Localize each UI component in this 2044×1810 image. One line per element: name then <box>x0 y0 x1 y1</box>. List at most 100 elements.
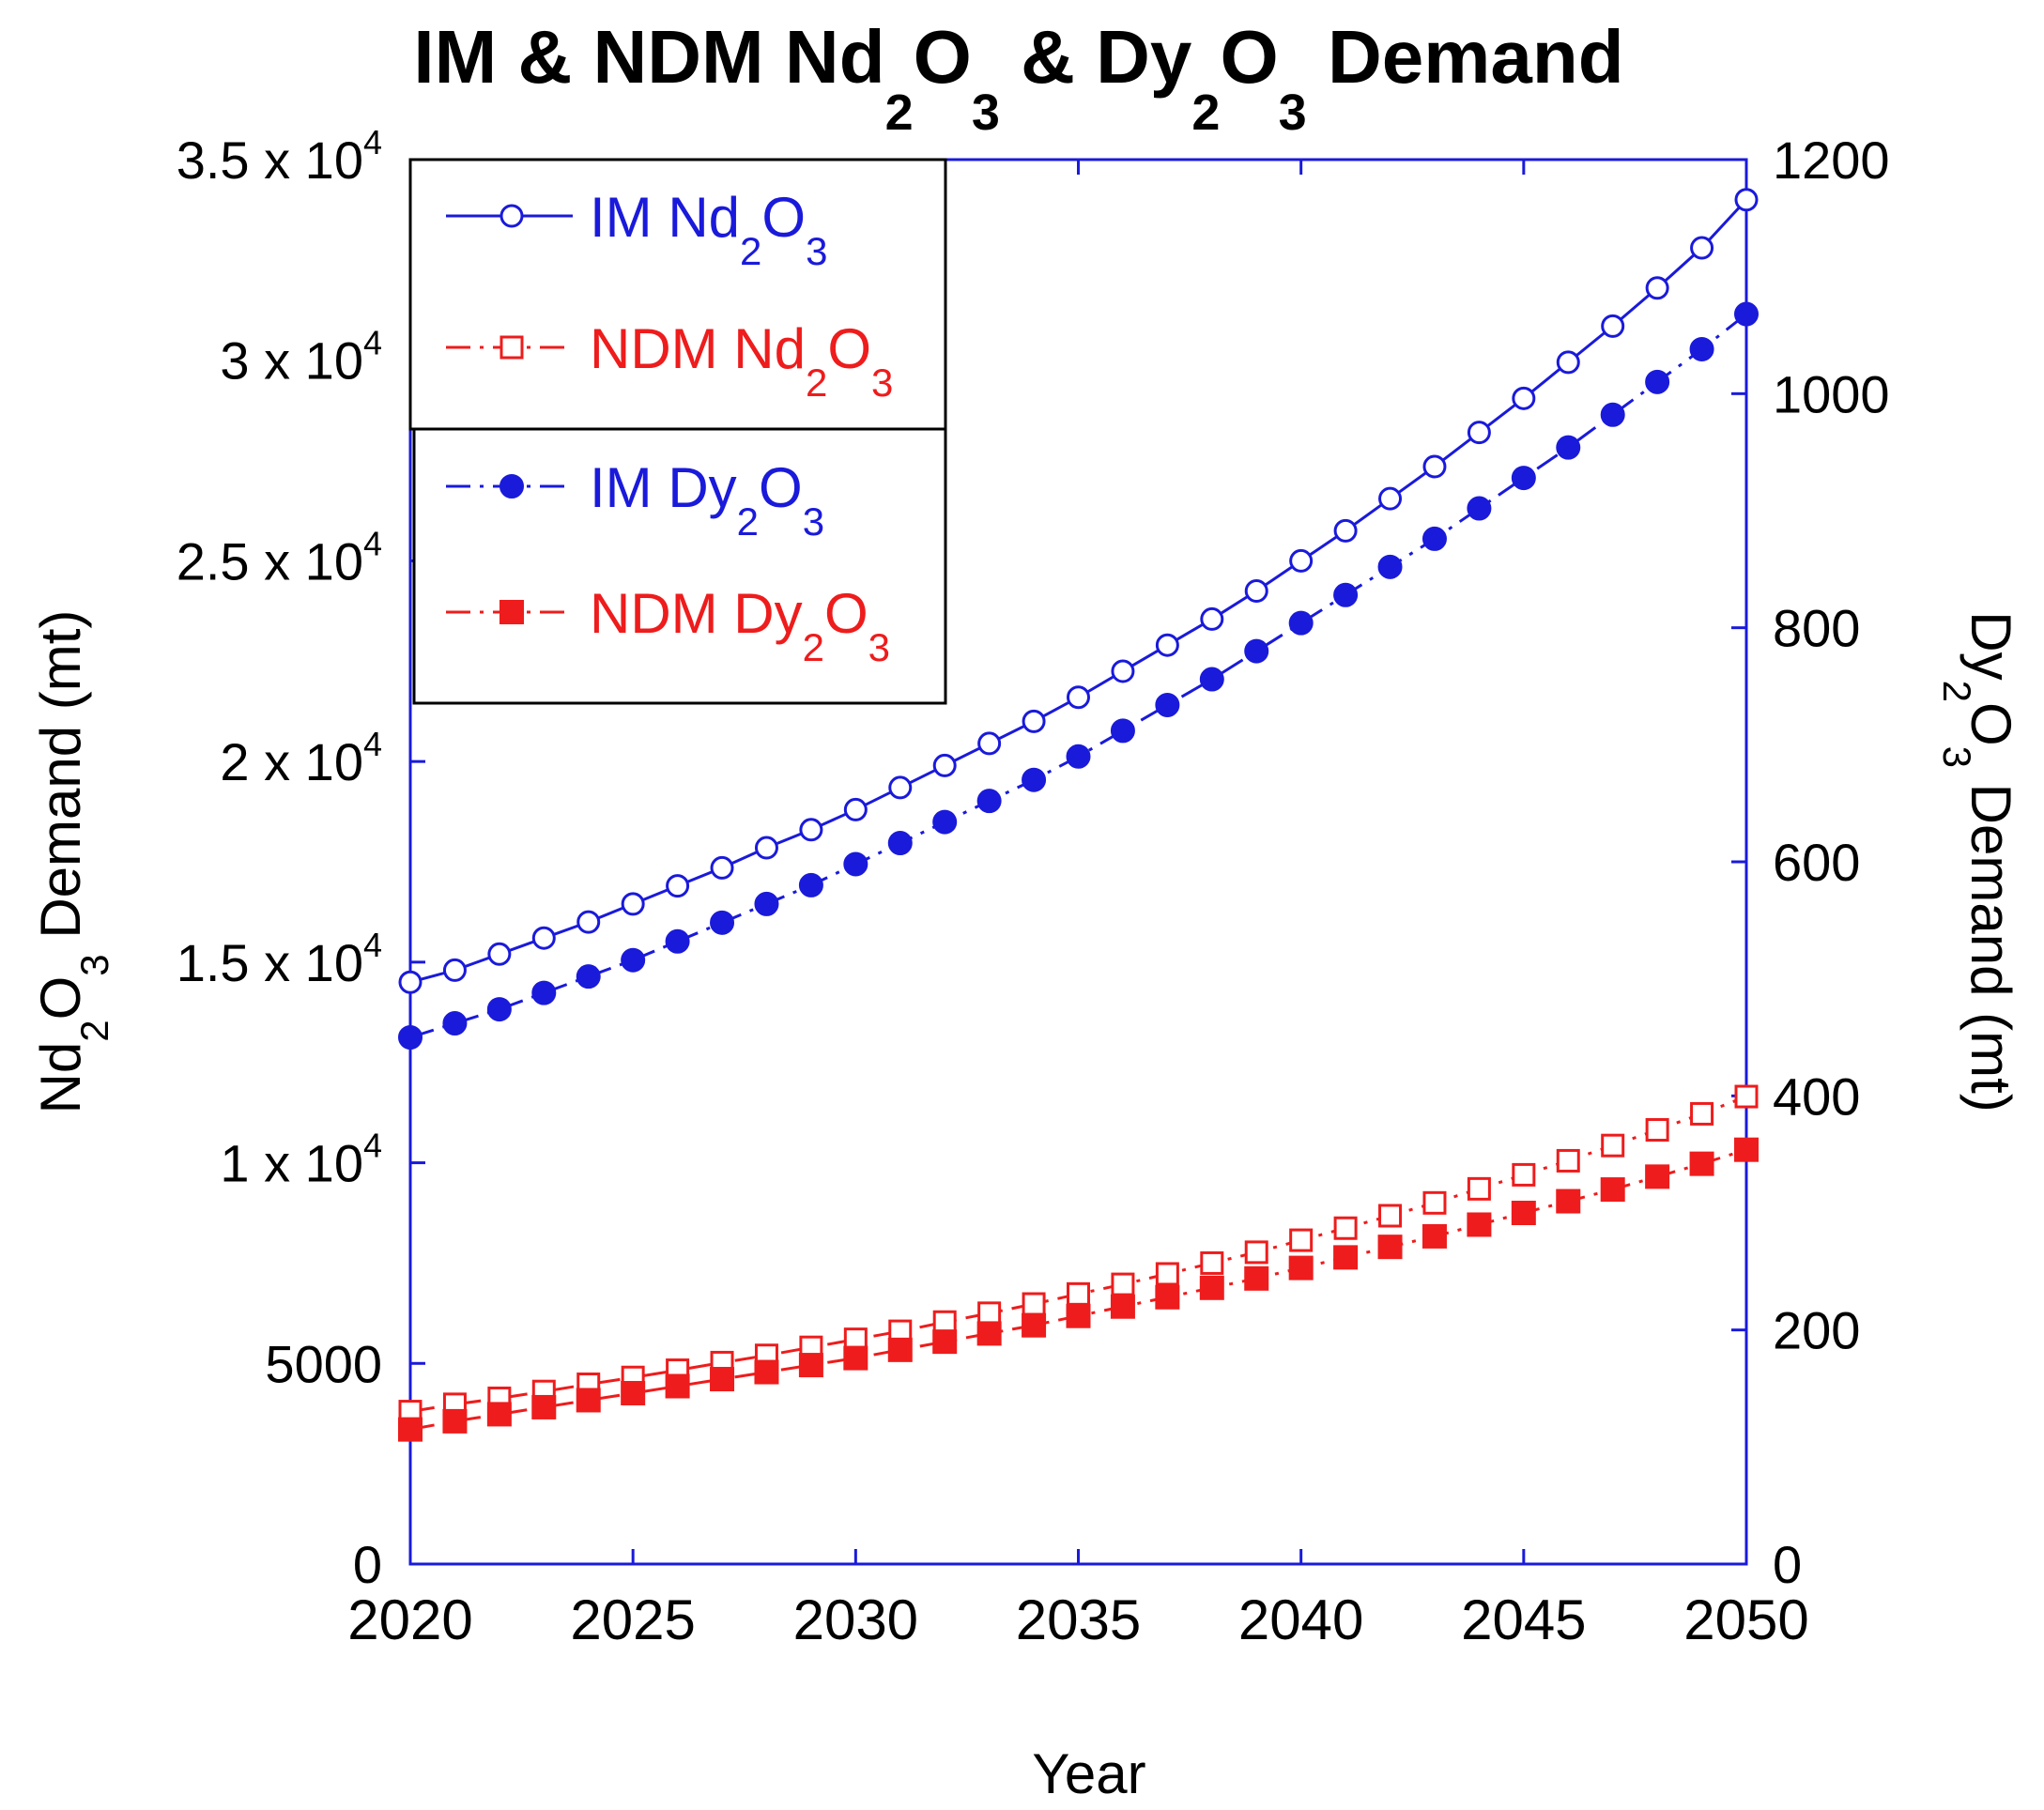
data-point <box>1155 633 1179 657</box>
y-right-tick-label: 200 <box>1773 1301 1860 1360</box>
data-point <box>1467 496 1492 521</box>
legend-marker-circle-open <box>499 204 524 228</box>
data-point <box>1110 1294 1135 1319</box>
data-point <box>1734 1137 1759 1162</box>
x-tick-label: 2035 <box>1016 1588 1141 1651</box>
data-point <box>1022 709 1046 733</box>
data-point <box>665 1373 690 1399</box>
data-point <box>621 892 645 916</box>
data-point <box>576 1388 601 1413</box>
x-tick-label: 2045 <box>1461 1588 1586 1651</box>
legend: IM Nd2O3 NDM Nd2O3 IM Dy2O3 NDM Dy2O3 <box>408 158 947 705</box>
data-point <box>1467 421 1491 445</box>
data-point <box>576 964 601 989</box>
data-point <box>442 958 467 982</box>
y-axis-right: 0 200 400 600 800 1000 1200 <box>1731 130 1890 1594</box>
data-point <box>754 836 778 860</box>
data-point <box>1289 1228 1314 1252</box>
legend-label-ndm-dy2o3: NDM Dy2O3 <box>590 582 890 669</box>
legend-item-ndm-nd2o3: NDM Nd2O3 <box>446 317 893 405</box>
data-point <box>1422 1223 1447 1249</box>
data-point <box>398 1025 423 1050</box>
data-point <box>1422 526 1447 551</box>
data-point <box>576 910 601 934</box>
data-point <box>1600 1177 1625 1203</box>
data-point <box>1690 236 1714 260</box>
series-im-dy2o3 <box>398 301 1759 1050</box>
data-point <box>977 1301 1002 1326</box>
y-left-tick-label: 1 x 104 <box>220 1127 382 1193</box>
data-point <box>398 970 423 994</box>
data-point <box>1511 466 1536 491</box>
chart-title: IM & NDM Nd2O3 & Dy2O3 Demand <box>413 15 1623 141</box>
data-point <box>754 1359 779 1385</box>
data-point <box>1244 1240 1268 1265</box>
y-left-tick-label: 2.5 x 104 <box>177 524 382 591</box>
legend-label-im-nd2o3: IM Nd2O3 <box>590 186 827 273</box>
data-point <box>1422 1190 1447 1215</box>
y-axis-left-label: Nd2O3 Demand (mt) <box>29 610 116 1114</box>
data-point <box>843 1345 868 1371</box>
data-point <box>531 1394 557 1419</box>
x-tick-label: 2025 <box>570 1588 695 1651</box>
x-tick-label: 2050 <box>1683 1588 1808 1651</box>
data-point <box>531 980 557 1005</box>
data-point <box>1378 1204 1403 1228</box>
data-point <box>1467 1212 1492 1237</box>
data-point <box>1645 369 1670 394</box>
data-point <box>1734 188 1759 212</box>
data-point <box>798 1353 823 1378</box>
y-right-tick-label: 800 <box>1773 599 1860 658</box>
data-point <box>531 926 556 950</box>
data-point <box>1289 548 1314 573</box>
data-point <box>843 851 868 877</box>
data-point <box>1155 692 1180 717</box>
data-point <box>1067 1281 1090 1306</box>
y-right-tick-label: 1200 <box>1773 130 1890 190</box>
data-point <box>487 942 512 966</box>
data-point <box>843 797 868 821</box>
legend-marker-circle-filled <box>499 474 524 499</box>
data-point <box>1645 1164 1670 1189</box>
data-point <box>932 809 958 835</box>
data-point <box>1689 336 1714 361</box>
y-left-tick-label: 0 <box>353 1535 382 1594</box>
data-point <box>621 1380 646 1405</box>
y-right-tick-label: 0 <box>1773 1535 1802 1594</box>
data-point <box>932 753 957 777</box>
data-point <box>888 775 913 800</box>
y-left-tick-label: 2 x 104 <box>220 725 382 791</box>
legend-item-im-dy2o3: IM Dy2O3 <box>446 456 824 544</box>
legend-item-ndm-dy2o3: NDM Dy2O3 <box>446 582 890 669</box>
data-point <box>442 1011 468 1036</box>
data-point <box>1333 1216 1358 1240</box>
data-point <box>1333 1245 1359 1270</box>
x-tick-label: 2020 <box>347 1588 472 1651</box>
data-point <box>710 855 734 880</box>
data-point <box>1512 386 1536 410</box>
legend-box-dy <box>412 427 947 705</box>
data-point <box>1689 1151 1714 1176</box>
data-point <box>1022 1312 1047 1338</box>
data-point <box>932 1310 957 1334</box>
data-point <box>1422 454 1447 479</box>
data-point <box>1511 1201 1536 1225</box>
data-point <box>1556 350 1580 375</box>
data-point <box>621 947 646 973</box>
data-point <box>1377 1235 1403 1260</box>
data-point <box>1066 744 1091 769</box>
x-tick-label: 2040 <box>1238 1588 1363 1651</box>
data-point <box>1645 1118 1669 1143</box>
series-ndm-dy2o3 <box>398 1137 1759 1442</box>
data-point <box>798 872 823 897</box>
data-point <box>1556 1148 1580 1173</box>
legend-marker-square-open <box>499 335 524 360</box>
data-point <box>754 891 779 916</box>
data-point <box>1556 1189 1581 1214</box>
series-im-nd2o3 <box>398 188 1759 994</box>
data-point <box>665 928 690 954</box>
data-point <box>977 731 1002 756</box>
data-point <box>1155 1262 1179 1286</box>
data-point <box>1600 402 1625 427</box>
